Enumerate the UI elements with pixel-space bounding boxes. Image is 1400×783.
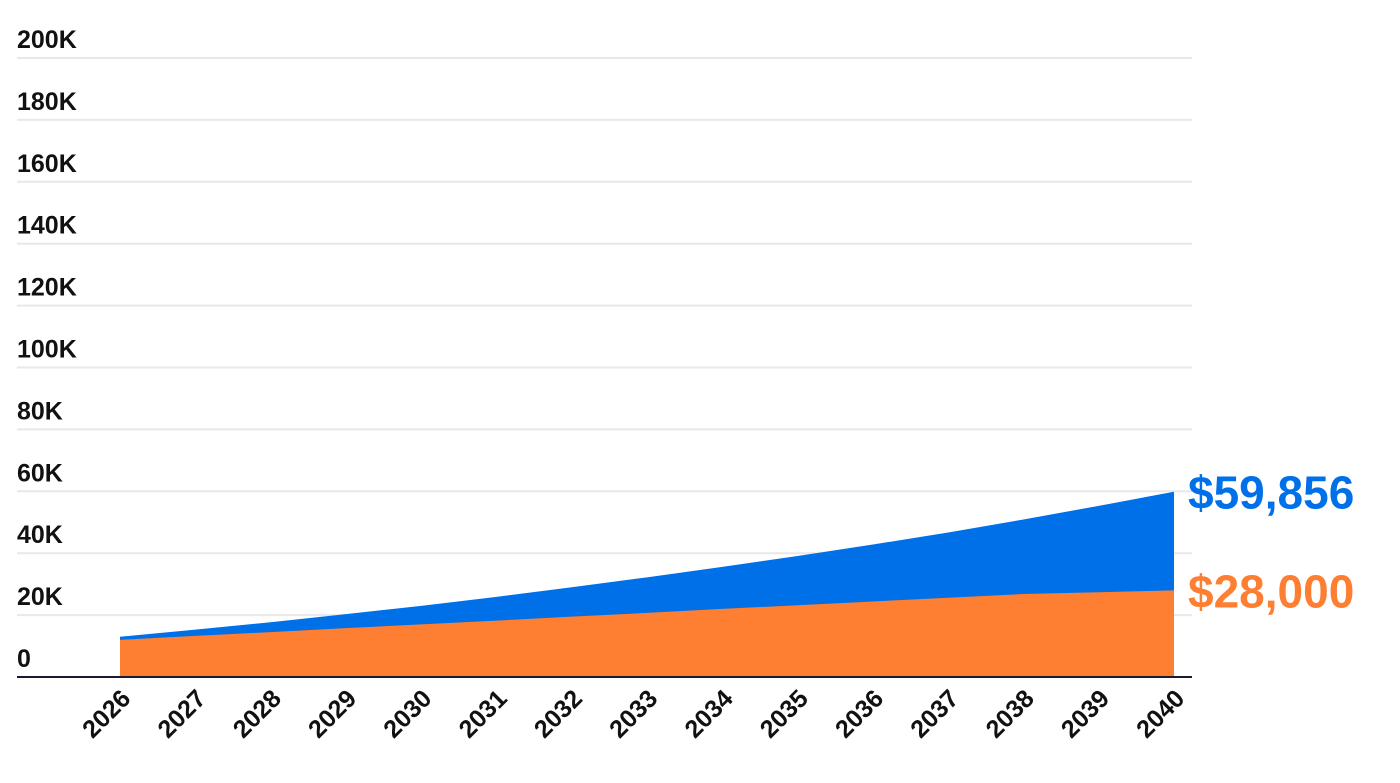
x-tick-label: 2039 bbox=[1056, 684, 1115, 743]
x-tick-label: 2027 bbox=[152, 684, 211, 743]
y-tick-label: 120K bbox=[17, 274, 77, 302]
series-end-label-1: $28,000 bbox=[1188, 565, 1354, 617]
x-tick-label: 2029 bbox=[303, 684, 362, 743]
y-tick-label: 60K bbox=[17, 459, 63, 487]
x-axis-tick-labels: 2026 2027 2028 2029 2030 2031 2032 2033 2034 2035… bbox=[77, 684, 1190, 743]
y-tick-label: 140K bbox=[17, 212, 77, 240]
series-end-label-0: $59,856 bbox=[1188, 467, 1354, 519]
y-tick-label: 200K bbox=[17, 26, 77, 54]
y-tick-label: 180K bbox=[17, 88, 77, 116]
y-tick-label: 160K bbox=[17, 150, 77, 178]
x-tick-label: 2040 bbox=[1131, 684, 1190, 743]
y-axis-tick-labels: 0 20K 40K 60K 80K 100K 120K 140K 160K 180K 200K bbox=[17, 26, 77, 673]
y-tick-label: 100K bbox=[17, 336, 77, 364]
x-tick-label: 2033 bbox=[604, 684, 663, 743]
y-tick-label: 40K bbox=[17, 521, 63, 549]
x-tick-label: 2034 bbox=[679, 684, 738, 743]
x-tick-label: 2028 bbox=[228, 684, 287, 743]
y-tick-label: 80K bbox=[17, 397, 63, 425]
x-tick-label: 2032 bbox=[529, 684, 588, 743]
x-tick-label: 2030 bbox=[378, 684, 437, 743]
x-tick-label: 2036 bbox=[830, 684, 889, 743]
area-series-1 bbox=[120, 590, 1174, 677]
x-tick-label: 2038 bbox=[981, 684, 1040, 743]
x-tick-label: 2037 bbox=[905, 684, 964, 743]
x-tick-label: 2035 bbox=[755, 684, 814, 743]
grid-lines bbox=[17, 57, 1192, 617]
x-tick-label: 2026 bbox=[77, 684, 136, 743]
y-tick-label: 20K bbox=[17, 583, 63, 611]
x-tick-label: 2031 bbox=[454, 684, 513, 743]
areas bbox=[120, 491, 1174, 677]
series-end-labels: $59,856 $28,000 bbox=[1188, 467, 1354, 618]
y-tick-label: 0 bbox=[17, 645, 31, 673]
